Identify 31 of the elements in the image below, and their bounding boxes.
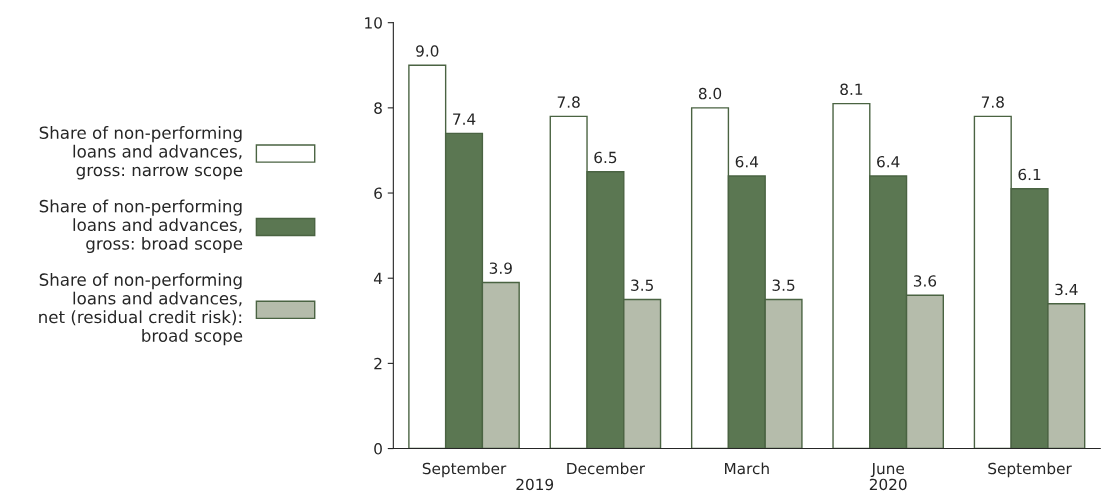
data-label: 3.4 (1055, 283, 1078, 296)
x-tick-label: September (988, 462, 1072, 478)
data-label: 6.4 (877, 155, 900, 168)
y-tick-label: 2 (374, 357, 382, 370)
data-label: 3.6 (913, 275, 937, 287)
data-label: 3.9 (489, 262, 512, 274)
x-tick-label: December (567, 462, 646, 475)
data-label: 7.8 (557, 96, 580, 108)
y-tick-label: 10 (365, 17, 382, 29)
data-label: 3.5 (772, 279, 795, 291)
data-label: 8.0 (698, 87, 722, 100)
data-label: 6.4 (735, 155, 759, 168)
data-label: 7.4 (453, 113, 476, 125)
data-label: 6.1 (1018, 168, 1041, 181)
text: 2020 (869, 478, 907, 491)
y-tick-label: 8 (374, 102, 382, 114)
data-label: 8.1 (840, 83, 863, 96)
data-label: 9.0 (416, 45, 439, 57)
y-tick-label: 6 (374, 187, 382, 200)
legend-label: Share of non-performing loans and advances, gross: narrow scope (39, 126, 243, 180)
y-tick-label: 0 (374, 443, 382, 455)
legend-label: Share of non-performing loans and advances, gross: broad scope (39, 199, 243, 254)
text: 2019 (516, 478, 554, 491)
data-label: 7.8 (981, 96, 1004, 108)
x-tick-label: June (870, 462, 904, 478)
y-tick-label: 4 (373, 272, 383, 285)
data-label: 6.5 (594, 151, 617, 164)
x-tick-label: March (725, 462, 769, 475)
legend-label: Share of non-performing loans and advances, net (residual credit risk): broad scope (39, 273, 243, 346)
data-label: 3.5 (631, 279, 653, 291)
x-tick-label: September (422, 462, 507, 478)
